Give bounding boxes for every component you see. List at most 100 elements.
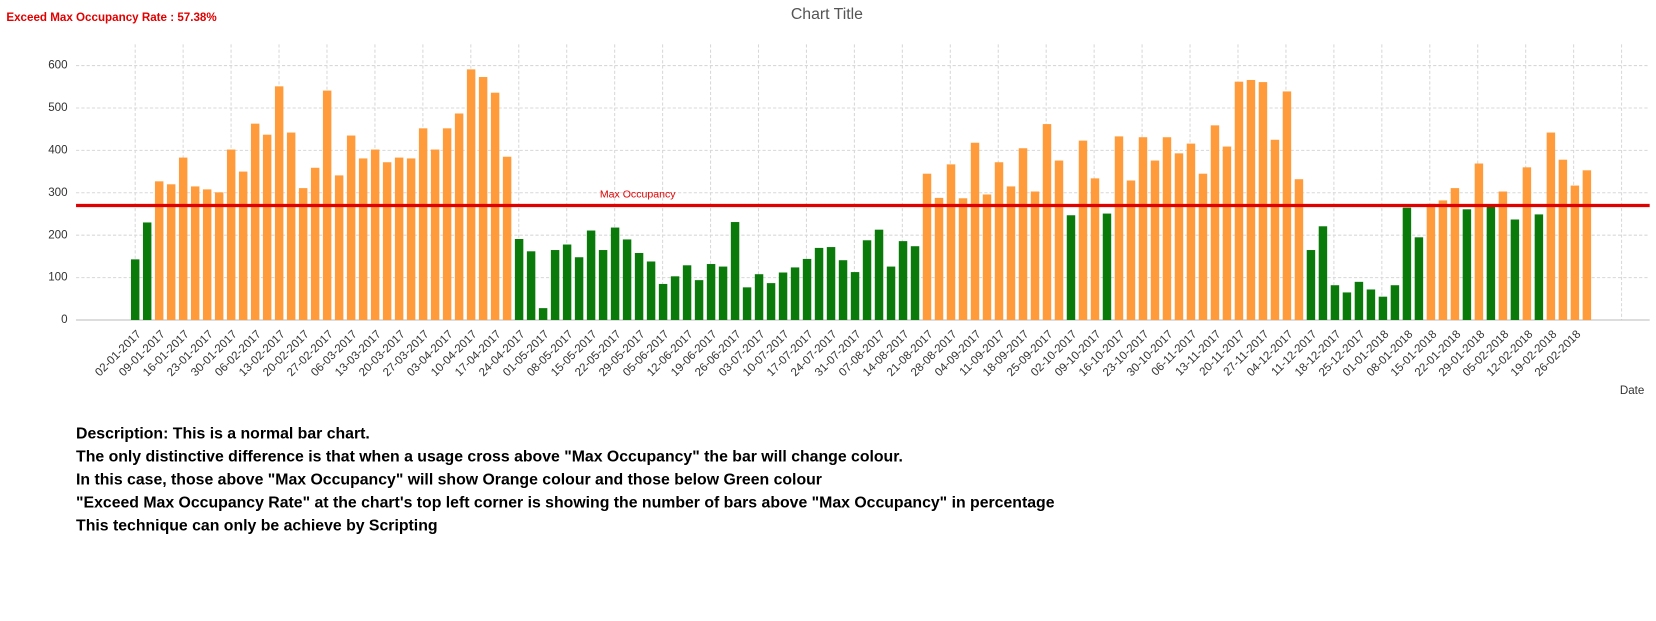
bar xyxy=(1354,281,1364,321)
bar xyxy=(886,266,896,321)
bar xyxy=(1198,173,1208,321)
bar xyxy=(1378,296,1388,321)
bar xyxy=(250,123,260,321)
bar xyxy=(634,253,644,321)
bar xyxy=(958,198,968,321)
bar xyxy=(262,134,272,321)
bar xyxy=(1534,214,1544,321)
bar xyxy=(622,239,632,321)
bar xyxy=(1462,209,1472,321)
bar xyxy=(310,167,320,321)
bar xyxy=(934,197,944,321)
bar xyxy=(1018,148,1028,321)
bar xyxy=(586,230,596,321)
bar xyxy=(874,229,884,321)
bar xyxy=(1258,82,1268,321)
bar xyxy=(706,264,716,321)
description-line: "Exceed Max Occupancy Rate" at the chart… xyxy=(76,494,1055,511)
bar xyxy=(754,274,764,321)
bar xyxy=(1030,191,1040,321)
bar xyxy=(1474,163,1484,321)
bar xyxy=(514,239,524,321)
bar xyxy=(970,142,980,321)
bar xyxy=(1498,191,1508,321)
chart-title: Chart Title xyxy=(791,6,863,23)
bar xyxy=(1102,213,1112,321)
y-tick-label: 100 xyxy=(48,271,67,284)
y-tick-label: 0 xyxy=(61,313,67,326)
bar xyxy=(1426,203,1436,321)
bar xyxy=(526,251,536,321)
bar xyxy=(766,283,776,321)
bar xyxy=(1150,160,1160,321)
bar xyxy=(862,240,872,321)
description-line: The only distinctive difference is that … xyxy=(76,448,903,465)
bar xyxy=(1006,186,1016,321)
x-axis-label: Date xyxy=(1620,384,1645,397)
y-tick-label: 500 xyxy=(48,101,67,114)
bar xyxy=(1126,180,1136,321)
bar xyxy=(178,157,188,321)
bar xyxy=(1582,170,1592,321)
bar xyxy=(214,192,224,321)
bar xyxy=(238,171,248,321)
bar xyxy=(646,261,656,321)
bar xyxy=(658,283,668,321)
bar xyxy=(562,244,572,321)
bar xyxy=(682,265,692,321)
y-tick-label: 200 xyxy=(48,228,67,241)
bar xyxy=(670,276,680,321)
bar xyxy=(358,158,368,321)
bar xyxy=(1114,136,1124,321)
bar xyxy=(190,186,200,321)
bar xyxy=(1234,81,1244,321)
bar xyxy=(1414,237,1424,321)
threshold-label: Max Occupancy xyxy=(600,189,676,201)
bar xyxy=(130,259,140,321)
description-line: In this case, those above "Max Occupancy… xyxy=(76,471,822,488)
bar xyxy=(1210,125,1220,321)
bar xyxy=(742,287,752,321)
bar xyxy=(430,149,440,321)
bar xyxy=(1510,219,1520,321)
bar xyxy=(394,157,404,321)
bar xyxy=(718,266,728,321)
y-tick-label: 600 xyxy=(48,59,67,72)
bar xyxy=(550,250,560,321)
bar xyxy=(1366,289,1376,321)
bar xyxy=(538,308,548,321)
bar xyxy=(1294,179,1304,321)
bar xyxy=(286,132,296,321)
bar xyxy=(922,173,932,321)
bar xyxy=(610,227,620,321)
bar xyxy=(778,272,788,321)
bar xyxy=(478,77,488,321)
bar xyxy=(142,222,152,321)
bar xyxy=(850,272,860,321)
bar xyxy=(814,247,824,321)
bar xyxy=(1450,188,1460,321)
bar xyxy=(1186,143,1196,321)
description-line: This technique can only be achieve by Sc… xyxy=(76,517,438,534)
bar xyxy=(1270,139,1280,321)
bar xyxy=(1246,79,1256,321)
bar xyxy=(1522,167,1532,321)
bar xyxy=(154,181,164,321)
bar xyxy=(802,258,812,321)
bar xyxy=(166,184,176,321)
bar xyxy=(334,175,344,321)
annotation: Exceed Max Occupancy Rate : 57.38% xyxy=(6,11,217,24)
bar xyxy=(898,241,908,321)
bar xyxy=(1222,146,1232,321)
bar xyxy=(454,113,464,321)
description-line: Description: This is a normal bar chart. xyxy=(76,425,370,442)
bar xyxy=(1054,160,1064,321)
bar xyxy=(1042,124,1052,321)
bar xyxy=(694,280,704,321)
bar xyxy=(298,188,308,321)
bar xyxy=(1306,250,1316,321)
bar xyxy=(574,257,584,321)
y-tick-label: 400 xyxy=(48,143,67,156)
bar xyxy=(1066,215,1076,321)
